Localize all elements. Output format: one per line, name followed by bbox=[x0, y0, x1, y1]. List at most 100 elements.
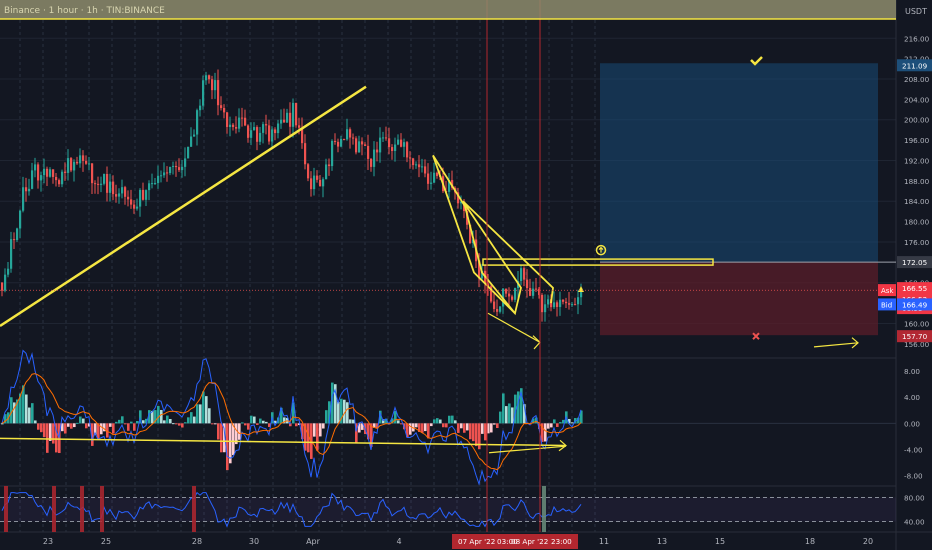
macd-histogram-bar bbox=[409, 423, 412, 435]
macd-histogram-bar bbox=[289, 423, 292, 427]
macd-histogram-bar bbox=[130, 421, 133, 424]
symbol-title: Binance · 1 hour · 1h · TIN:BINANCE bbox=[4, 6, 165, 16]
macd-histogram-bar bbox=[415, 423, 418, 428]
candle-body bbox=[553, 302, 556, 308]
macd-histogram-bar bbox=[274, 420, 277, 424]
candle-body bbox=[259, 132, 262, 142]
resistance-box[interactable] bbox=[482, 258, 714, 266]
rsi-pane[interactable] bbox=[0, 486, 896, 532]
macd-histogram-bar bbox=[178, 423, 181, 426]
candle-body bbox=[43, 168, 46, 176]
time-highlight-label: 07 Apr '22 bbox=[458, 537, 495, 546]
time-highlight-label: 08 Apr '22 bbox=[511, 537, 548, 546]
macd-histogram-bar bbox=[508, 403, 511, 424]
projection-arrow[interactable] bbox=[813, 342, 859, 348]
time-axis[interactable]: 23 25 28 30 Apr 4 11 13 15 18 20 07 Apr '22 03:0008 … bbox=[43, 534, 873, 549]
divergence-arrow[interactable] bbox=[487, 312, 541, 343]
price-axis[interactable]: 216.00 212.00 208.00 204.00 200.00 196.00 192.… bbox=[904, 34, 930, 349]
macd-histogram-bar bbox=[445, 423, 448, 428]
candle-body bbox=[241, 117, 244, 119]
candle-body bbox=[178, 167, 181, 171]
candle-body bbox=[238, 117, 241, 129]
candle-body bbox=[547, 299, 550, 305]
candle-body bbox=[253, 127, 256, 131]
macd-histogram-bar bbox=[136, 421, 139, 424]
candle-body bbox=[385, 137, 388, 139]
macd-divergence-line[interactable] bbox=[0, 437, 567, 447]
candle-body bbox=[139, 189, 142, 207]
stop-zone[interactable] bbox=[600, 262, 878, 336]
position-zones[interactable] bbox=[600, 63, 896, 336]
macd-histogram-bar bbox=[196, 404, 199, 424]
ask-tag-bg bbox=[878, 284, 896, 297]
macd-histogram-bar bbox=[328, 401, 331, 424]
macd-histogram-bar bbox=[430, 423, 433, 427]
macd-histogram-bar bbox=[376, 423, 379, 429]
entry-price-tag: 172.05 bbox=[902, 258, 927, 267]
time-tick-label: 23 bbox=[43, 537, 53, 546]
rsi-signal-bar bbox=[192, 486, 196, 532]
candle-body bbox=[244, 117, 247, 126]
time-tick-label: 18 bbox=[805, 537, 815, 546]
macd-histogram-bar bbox=[115, 421, 118, 424]
candle-body bbox=[100, 183, 103, 185]
candle-body bbox=[310, 178, 313, 190]
target-price-tag-bg bbox=[897, 59, 932, 72]
macd-histogram-bar bbox=[487, 423, 490, 434]
up-arrow-circle-icon[interactable] bbox=[595, 244, 607, 256]
macd-histogram-bar bbox=[544, 423, 547, 442]
cross-icon[interactable] bbox=[752, 332, 760, 340]
wedge-lower-leg[interactable] bbox=[432, 155, 516, 314]
macd-histogram-bar bbox=[352, 419, 355, 424]
candle-body bbox=[1, 282, 4, 291]
macd-histogram-bar bbox=[283, 417, 286, 424]
macd-histogram-bar bbox=[568, 418, 571, 424]
macd-histogram-bar bbox=[199, 404, 202, 424]
macd-histogram-bar bbox=[427, 423, 430, 439]
candle-body bbox=[403, 142, 406, 147]
macd-histogram-bar bbox=[187, 417, 190, 424]
candle-body bbox=[355, 138, 358, 153]
candle-body bbox=[97, 183, 100, 185]
trend-line[interactable] bbox=[0, 85, 367, 328]
time-tick-label: 11 bbox=[599, 537, 609, 546]
projection-arrow-head bbox=[851, 337, 859, 349]
wedge-drawing[interactable] bbox=[432, 154, 554, 316]
candle-body bbox=[325, 164, 328, 180]
macd-histogram-bar bbox=[160, 409, 163, 424]
macd-histogram-bar bbox=[97, 423, 100, 439]
macd-histogram-bar bbox=[355, 423, 358, 443]
candle-body bbox=[175, 165, 178, 168]
macd-histogram-bar bbox=[238, 423, 241, 440]
candle-body bbox=[214, 80, 217, 91]
candle-body bbox=[172, 165, 175, 167]
price-tick-label: 216.00 bbox=[904, 34, 930, 43]
bid-tag-bg bbox=[878, 298, 896, 311]
candle-body bbox=[580, 287, 583, 298]
macd-histogram-bar bbox=[319, 423, 322, 437]
target-zone[interactable] bbox=[600, 63, 878, 263]
time-tick-label: 20 bbox=[863, 537, 873, 546]
macd-histogram-bar bbox=[226, 423, 229, 471]
checkmark-icon[interactable] bbox=[750, 56, 763, 66]
rsi-signal-bar bbox=[542, 486, 546, 532]
candle-body bbox=[313, 175, 316, 190]
macd-pane[interactable] bbox=[0, 349, 896, 486]
macd-divergence-line-2[interactable] bbox=[488, 445, 567, 454]
macd-histogram-bar bbox=[40, 423, 43, 433]
price-tick-label: 180.00 bbox=[904, 218, 930, 227]
candle-body bbox=[433, 172, 436, 183]
candle-body bbox=[421, 166, 424, 168]
candle-body bbox=[199, 105, 202, 111]
drawings[interactable] bbox=[0, 56, 896, 350]
candle-body bbox=[499, 306, 502, 312]
candle-body bbox=[268, 125, 271, 142]
macd-histogram-bar bbox=[253, 416, 256, 424]
macd-histogram-bar bbox=[382, 419, 385, 424]
macd-histogram-bar bbox=[259, 418, 262, 424]
candle-body bbox=[49, 169, 52, 177]
candle-body bbox=[301, 127, 304, 144]
candle-body bbox=[79, 155, 82, 164]
candle-body bbox=[286, 112, 289, 123]
